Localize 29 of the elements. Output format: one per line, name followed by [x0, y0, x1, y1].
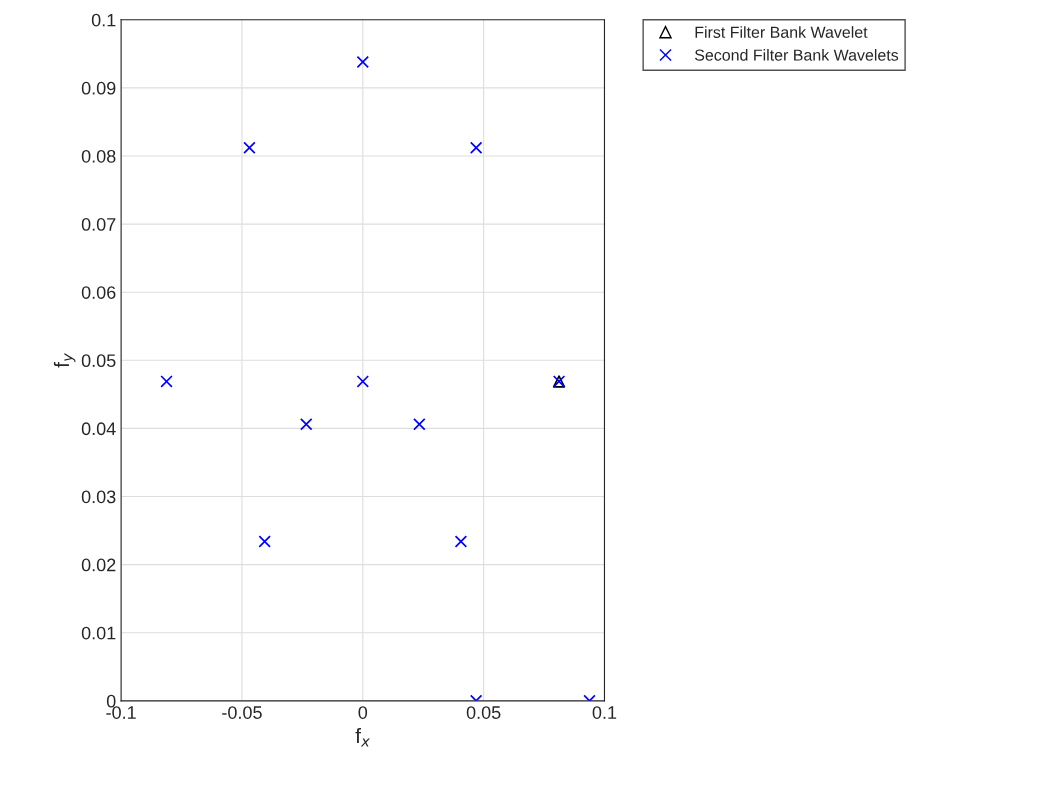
y-tick-label: 0.04: [81, 422, 116, 436]
point: [160, 375, 173, 388]
y-tick-label: 0.01: [81, 626, 116, 640]
legend-label: Second Filter Bank Wavelets: [694, 49, 899, 61]
y-tick-label: 0.09: [81, 81, 116, 95]
x-tick-label: 0.1: [592, 706, 617, 719]
point: [413, 418, 426, 431]
point: [356, 375, 370, 388]
y-tick-label: 0: [106, 694, 116, 708]
point: [258, 535, 271, 548]
point: [356, 55, 370, 69]
y-tick-label: 0.08: [81, 149, 116, 163]
y-tick-label: 0.03: [81, 490, 116, 504]
y-axis-title: f$_{y}$: [53, 353, 76, 368]
y-tick-label: 0.05: [81, 354, 116, 368]
x-tick-label: -0.05: [222, 706, 262, 719]
x-tick-label: 0.05: [466, 706, 501, 719]
y-tick-label: 0.1: [91, 13, 116, 27]
point: [243, 141, 256, 155]
x-axis-title: f$_{x}$: [355, 727, 370, 747]
y-tick-label: 0.07: [81, 218, 116, 231]
y-tick-label: 0.06: [81, 286, 116, 299]
y-tick-label: 0.02: [81, 558, 116, 572]
point: [454, 535, 468, 548]
point: [300, 418, 313, 431]
x-tick-label: -0.1: [106, 706, 136, 719]
point: [469, 141, 483, 155]
legend-label: First Filter Bank Wavelet: [695, 26, 868, 38]
x-tick-label: 0: [358, 706, 368, 719]
